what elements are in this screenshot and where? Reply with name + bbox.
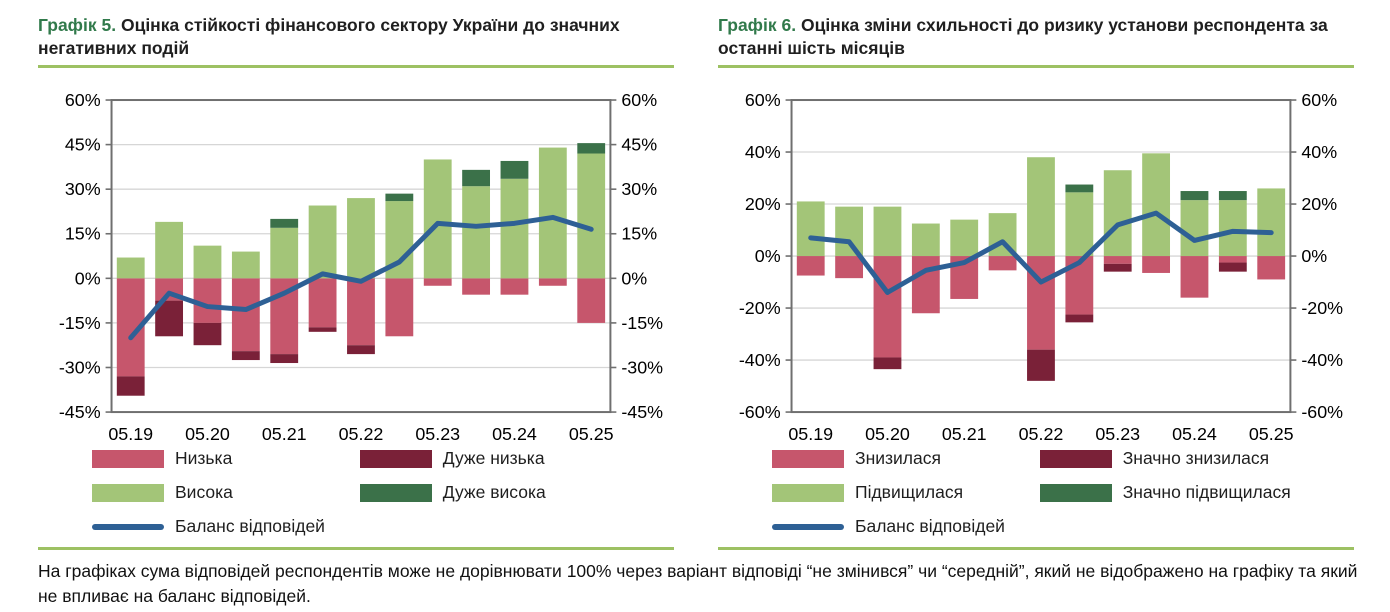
- svg-text:-60%: -60%: [739, 402, 781, 422]
- legend-item: Підвищилася: [772, 482, 1040, 503]
- svg-text:40%: 40%: [745, 142, 781, 162]
- svg-text:05.19: 05.19: [788, 424, 833, 442]
- svg-text:30%: 30%: [621, 179, 657, 199]
- legend-item: Висока: [92, 482, 360, 503]
- svg-text:-45%: -45%: [621, 402, 663, 422]
- chart6-canvas: 60% 60% 40% 40% 20% 20% 0% 0% -20% -20% -40% -40% -6…: [739, 90, 1343, 442]
- chart5-canvas: 60% 60% 45% 45% 30% 30% 15% 15% 0% 0% -15% -15% -30%…: [59, 90, 663, 442]
- svg-text:-40%: -40%: [739, 350, 781, 370]
- svg-text:-40%: -40%: [1301, 350, 1343, 370]
- svg-text:-20%: -20%: [1301, 298, 1343, 318]
- svg-text:60%: 60%: [621, 90, 657, 110]
- chart5-legend: Низька Дуже низька Висока Дуже висока Ба…: [38, 448, 674, 537]
- svg-text:0%: 0%: [75, 268, 101, 288]
- legend-label: Дуже висока: [442, 482, 546, 502]
- legend-label: Баланс відповідей: [855, 516, 1005, 536]
- svg-text:05.21: 05.21: [942, 424, 987, 442]
- svg-text:60%: 60%: [1301, 90, 1337, 110]
- svg-text:0%: 0%: [621, 268, 647, 288]
- chart6-title-number: Графік 6.: [718, 15, 797, 35]
- svg-text:05.20: 05.20: [865, 424, 910, 442]
- svg-text:20%: 20%: [745, 194, 781, 214]
- svg-text:-15%: -15%: [59, 313, 101, 333]
- chart5-title: Графік 5. Оцінка стійкості фінансового с…: [38, 14, 674, 60]
- decreased-swatch: [772, 449, 844, 468]
- chart6-title-text: Оцінка зміни схильності до ризику устано…: [718, 15, 1328, 58]
- chart6-block: Графік 6. Оцінка зміни схильності до риз…: [718, 12, 1354, 550]
- svg-text:0%: 0%: [755, 246, 781, 266]
- svg-text:-15%: -15%: [621, 313, 663, 333]
- svg-text:-60%: -60%: [1301, 402, 1343, 422]
- chart5-title-number: Графік 5.: [38, 15, 117, 35]
- svg-text:05.25: 05.25: [569, 424, 614, 442]
- svg-text:45%: 45%: [65, 135, 101, 155]
- svg-text:05.24: 05.24: [492, 424, 537, 442]
- chart5-block: Графік 5. Оцінка стійкості фінансового с…: [38, 12, 674, 550]
- legend-label: Значно знизилася: [1122, 448, 1270, 468]
- svg-text:-45%: -45%: [59, 402, 101, 422]
- very-low-swatch: [359, 449, 432, 468]
- strongly-decreased-swatch: [1039, 449, 1112, 468]
- svg-text:15%: 15%: [65, 224, 101, 244]
- low-swatch: [92, 449, 164, 468]
- svg-text:05.19: 05.19: [108, 424, 153, 442]
- svg-text:20%: 20%: [1301, 194, 1337, 214]
- legend-item: Значно знизилася: [1039, 448, 1354, 469]
- legend-label: Дуже низька: [442, 448, 545, 468]
- legend-item: Значно підвищилася: [1039, 482, 1354, 503]
- bottom-rule: [38, 547, 674, 550]
- svg-text:05.24: 05.24: [1172, 424, 1217, 442]
- legend-item: Знизилася: [772, 448, 1040, 469]
- balance-line-swatch: [772, 523, 844, 530]
- svg-text:-30%: -30%: [621, 357, 663, 377]
- title-rule: [38, 65, 674, 68]
- legend-item: Дуже висока: [359, 482, 674, 503]
- strongly-increased-swatch: [1039, 483, 1112, 502]
- legend-item: Баланс відповідей: [92, 516, 360, 537]
- svg-text:60%: 60%: [65, 90, 101, 110]
- svg-text:05.25: 05.25: [1249, 424, 1294, 442]
- legend-item: Баланс відповідей: [772, 516, 1040, 537]
- legend-item: Дуже низька: [359, 448, 674, 469]
- svg-text:05.22: 05.22: [1019, 424, 1064, 442]
- balance-line-swatch: [92, 523, 164, 530]
- legend-label: Знизилася: [855, 448, 941, 468]
- svg-text:-30%: -30%: [59, 357, 101, 377]
- chart6-legend: Знизилася Значно знизилася Підвищилася З…: [718, 448, 1354, 537]
- svg-text:30%: 30%: [65, 179, 101, 199]
- svg-text:05.23: 05.23: [1095, 424, 1140, 442]
- footnote: На графіках сума відповідей респондентів…: [38, 561, 1358, 606]
- svg-text:05.22: 05.22: [339, 424, 384, 442]
- high-swatch: [92, 483, 164, 502]
- svg-text:0%: 0%: [1301, 246, 1327, 266]
- legend-label: Підвищилася: [855, 482, 964, 502]
- svg-text:40%: 40%: [1301, 142, 1337, 162]
- svg-text:05.23: 05.23: [415, 424, 460, 442]
- very-high-swatch: [359, 483, 432, 502]
- chart5-title-text: Оцінка стійкості фінансового сектору Укр…: [38, 15, 620, 58]
- bottom-rule: [718, 547, 1354, 550]
- legend-label: Низька: [175, 448, 233, 468]
- title-rule: [718, 65, 1354, 68]
- charts-row: Графік 5. Оцінка стійкості фінансового с…: [38, 12, 1362, 550]
- chart6-title: Графік 6. Оцінка зміни схильності до риз…: [718, 14, 1354, 60]
- legend-label: Висока: [175, 482, 233, 502]
- svg-text:05.21: 05.21: [262, 424, 307, 442]
- svg-text:60%: 60%: [745, 90, 781, 110]
- svg-text:15%: 15%: [621, 224, 657, 244]
- increased-swatch: [772, 483, 844, 502]
- legend-item: Низька: [92, 448, 360, 469]
- legend-label: Баланс відповідей: [175, 516, 325, 536]
- svg-text:45%: 45%: [621, 135, 657, 155]
- svg-text:-20%: -20%: [739, 298, 781, 318]
- svg-text:05.20: 05.20: [185, 424, 230, 442]
- legend-label: Значно підвищилася: [1122, 482, 1291, 502]
